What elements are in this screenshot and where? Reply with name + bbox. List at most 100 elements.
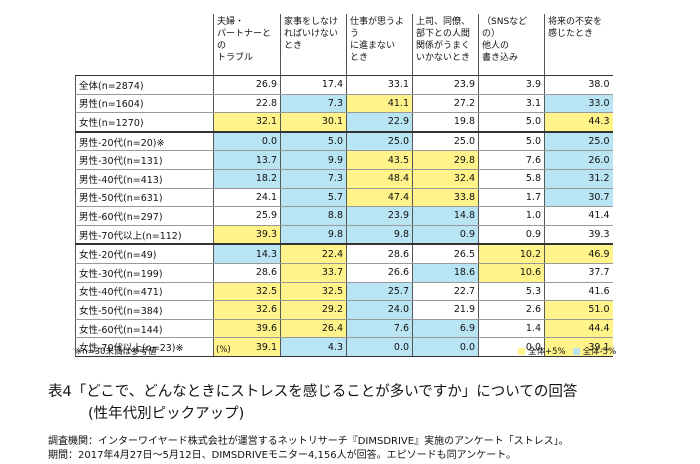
cell: 0.0 [412, 337, 479, 357]
cell: 5.0 [478, 130, 545, 152]
row-label: 男性-20代(n=20)※ [75, 130, 214, 152]
cell: 2.6 [478, 300, 545, 320]
cell: 30.1 [280, 112, 347, 133]
cell: 32.5 [280, 282, 347, 302]
cell: 37.7 [544, 263, 613, 283]
cell: 25.7 [346, 282, 413, 302]
cell: 9.9 [280, 150, 347, 170]
cell: 6.9 [412, 319, 479, 339]
cell: 32.5 [213, 282, 281, 302]
table-body: 全体(n=2874) 26.9 17.4 33.1 23.9 3.9 38.0 男性(n=16… [75, 75, 613, 357]
row-label: 女性-30代(n=199) [75, 263, 214, 283]
cell: 39.1 [213, 337, 281, 357]
cell: 26.4 [280, 319, 347, 339]
cell: 0.0 [213, 130, 281, 152]
cell: 24.1 [213, 188, 281, 208]
cell: 43.5 [346, 150, 413, 170]
table-row: 男性-60代(n=297) 25.9 8.8 23.9 14.8 1.0 41.4 [75, 206, 613, 226]
cell: 28.6 [346, 243, 413, 264]
cell: 23.9 [346, 206, 413, 226]
table-row: 女性-60代(n=144) 39.6 26.4 7.6 6.9 1.4 44.4 [75, 319, 613, 339]
column-header: 仕事が思うよう に進まない とき [346, 14, 413, 76]
caption: 表4「どこで、どんなときにストレスを感じることが多いですか」についての回答 [48, 384, 578, 400]
cell: 39.3 [544, 225, 613, 245]
unit: (%) [216, 345, 231, 355]
column-header: 家事をしなけ ればいけない とき [280, 14, 347, 76]
cell: 22.7 [412, 282, 479, 302]
cell: 19.8 [412, 112, 479, 133]
cell: 5.7 [280, 188, 347, 208]
row-label: 男性-60代(n=297) [75, 206, 214, 226]
cell: 10.2 [478, 243, 545, 264]
cell: 51.0 [544, 300, 613, 320]
table-row: 女性-50代(n=384) 32.6 29.2 24.0 21.9 2.6 51.0 [75, 300, 613, 320]
cell: 26.9 [213, 75, 281, 95]
data-table: 夫婦・ パートナーとの トラブル 家事をしなけ ればいけない とき 仕事が思うよう … [75, 14, 613, 357]
note: ※n=30未満は参考値 [75, 347, 157, 357]
cell: 9.8 [280, 225, 347, 245]
cell: 5.0 [478, 112, 545, 133]
row-label: 女性(n=1270) [75, 112, 214, 133]
cell: 14.3 [213, 243, 281, 264]
cell: 25.0 [412, 130, 479, 152]
cell: 33.1 [346, 75, 413, 95]
cell: 8.8 [280, 206, 347, 226]
cell: 22.9 [346, 112, 413, 133]
cell: 25.0 [544, 130, 613, 152]
cell: 29.8 [412, 150, 479, 170]
cell: 28.6 [213, 263, 281, 283]
cell: 10.6 [478, 263, 545, 283]
cell: 22.8 [213, 94, 281, 114]
cell: 7.3 [280, 169, 347, 189]
cell: 9.8 [346, 225, 413, 245]
cell: 0.9 [478, 225, 545, 245]
table-row: 女性-20代(n=49) 14.3 22.4 28.6 26.5 10.2 46.9 [75, 243, 613, 264]
source-line: 調査機関：インターワイヤード株式会社が運営するネットリサーチ『DIMSDRIVE… [48, 436, 569, 447]
legend-swatch [518, 347, 525, 355]
row-label: 女性-50代(n=384) [75, 300, 214, 320]
cell: 26.6 [346, 263, 413, 283]
cell: 4.3 [280, 337, 347, 357]
cell: 21.9 [412, 300, 479, 320]
row-label: 男性-50代(n=631) [75, 188, 214, 208]
row-label: 女性-60代(n=144) [75, 319, 214, 339]
cell: 48.4 [346, 169, 413, 189]
cell: 33.0 [544, 94, 613, 114]
cell: 13.7 [213, 150, 281, 170]
table-row: 女性-30代(n=199) 28.6 33.7 26.6 18.6 10.6 37.7 [75, 263, 613, 283]
cell: 24.0 [346, 300, 413, 320]
cell: 5.0 [280, 130, 347, 152]
table-row: 男性-40代(n=413) 18.2 7.3 48.4 32.4 5.8 31.2 [75, 169, 613, 189]
cell: 39.6 [213, 319, 281, 339]
cell: 33.8 [412, 188, 479, 208]
row-label: 男性(n=1604) [75, 94, 214, 114]
cell: 3.9 [478, 75, 545, 95]
cell: 44.3 [544, 112, 613, 133]
row-label: 男性-40代(n=413) [75, 169, 214, 189]
cell: 14.8 [412, 206, 479, 226]
cell: 32.1 [213, 112, 281, 133]
cell: 7.6 [478, 150, 545, 170]
cell: 44.4 [544, 319, 613, 339]
cell: 32.4 [412, 169, 479, 189]
column-header: 上司、同僚、 部下との人間 関係がうまく いかないとき [412, 14, 479, 76]
row-label: 女性-20代(n=49) [75, 243, 214, 264]
table-row: 女性-40代(n=471) 32.5 32.5 25.7 22.7 5.3 41.6 [75, 282, 613, 302]
legend: 全体+5% 全体-5% [518, 345, 620, 357]
column-header: （SNSなどの） 他人の 書き込み [478, 14, 545, 76]
cell: 29.2 [280, 300, 347, 320]
cell: 38.0 [544, 75, 613, 95]
cell: 46.9 [544, 243, 613, 264]
cell: 25.0 [346, 130, 413, 152]
cell: 26.0 [544, 150, 613, 170]
cell: 39.1 [544, 337, 613, 357]
header-row: 夫婦・ パートナーとの トラブル 家事をしなけ ればいけない とき 仕事が思うよう … [75, 14, 613, 76]
row-label: 男性-30代(n=131) [75, 150, 214, 170]
cell: 0.0 [478, 337, 545, 357]
cell: 26.5 [412, 243, 479, 264]
cell: 23.9 [412, 75, 479, 95]
table-row: 男性-20代(n=20)※ 0.0 5.0 25.0 25.0 5.0 25.0 [75, 130, 613, 152]
cell: 41.6 [544, 282, 613, 302]
column-header: 将来の不安を 感じたとき [544, 14, 613, 76]
cell: 18.2 [213, 169, 281, 189]
